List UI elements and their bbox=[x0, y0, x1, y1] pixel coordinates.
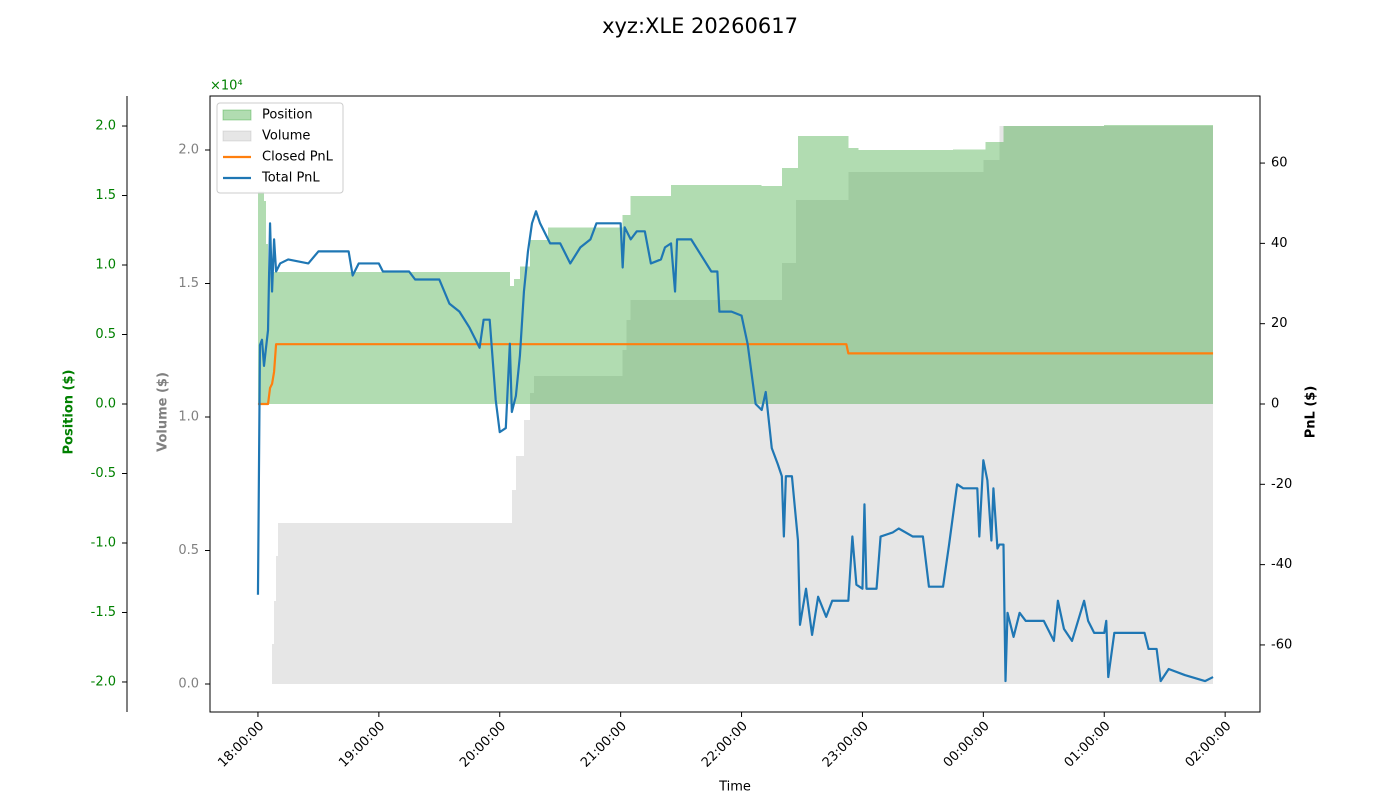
area-step bbox=[264, 201, 267, 404]
area-step bbox=[523, 419, 530, 684]
area-step bbox=[797, 136, 849, 405]
y-tick-label: -20 bbox=[1271, 477, 1292, 492]
area-step bbox=[519, 266, 530, 404]
area-step bbox=[630, 300, 782, 684]
area-step bbox=[630, 196, 672, 404]
y-tick-label: -2.0 bbox=[91, 674, 116, 689]
y-tick-label: 0 bbox=[1271, 397, 1279, 412]
y-offset-label: ×10⁴ bbox=[210, 79, 243, 94]
pnl-line bbox=[256, 210, 1214, 683]
y-tick-label: 1.5 bbox=[178, 276, 199, 291]
x-tick-label: 01:00:00 bbox=[1062, 719, 1114, 771]
area-step bbox=[626, 320, 631, 684]
area-step bbox=[761, 185, 782, 404]
area-step bbox=[1003, 126, 1105, 404]
y-axis-label: Volume ($) bbox=[156, 372, 171, 452]
y-tick-label: 1.0 bbox=[95, 258, 116, 273]
area-step bbox=[985, 142, 1004, 404]
legend-swatch bbox=[222, 130, 252, 142]
area-step bbox=[622, 349, 627, 684]
x-tick-label: 02:00:00 bbox=[1183, 719, 1235, 771]
y-tick-label: -40 bbox=[1271, 557, 1292, 572]
y-tick-label: -0.5 bbox=[91, 466, 116, 481]
area-step bbox=[266, 244, 269, 404]
y-axis-label: Position ($) bbox=[62, 370, 77, 455]
x-tick-label: 19:00:00 bbox=[336, 719, 388, 771]
x-tick-label: 20:00:00 bbox=[457, 719, 509, 771]
area-step bbox=[274, 601, 277, 684]
chart-title: xyz:XLE 20260617 bbox=[602, 14, 798, 38]
areas bbox=[257, 125, 1214, 684]
y-tick-label: -1.0 bbox=[91, 535, 116, 550]
y-tick-label: -60 bbox=[1271, 637, 1292, 652]
legend-label: Position bbox=[262, 108, 313, 123]
area-step bbox=[268, 271, 510, 404]
y-axis-label: PnL ($) bbox=[1304, 386, 1319, 439]
area-step bbox=[999, 125, 1214, 684]
y-tick-label: 1.5 bbox=[95, 188, 116, 203]
x-tick-label: 21:00:00 bbox=[578, 719, 630, 771]
y-tick-label: 0.5 bbox=[95, 327, 116, 342]
area-step bbox=[983, 159, 1000, 684]
x-tick-label: 18:00:00 bbox=[215, 719, 267, 771]
x-axis-label: Time bbox=[718, 780, 751, 795]
y-tick-label: 40 bbox=[1271, 236, 1288, 251]
area-step bbox=[529, 239, 549, 404]
area-step bbox=[257, 191, 265, 404]
y-tick-label: 2.0 bbox=[178, 142, 199, 157]
area-step bbox=[529, 392, 535, 684]
area-step bbox=[848, 147, 859, 405]
legend-box bbox=[216, 102, 344, 194]
area-step bbox=[276, 555, 279, 684]
area-step bbox=[781, 167, 798, 404]
y-tick-label: 0.5 bbox=[178, 543, 199, 558]
area-step bbox=[548, 227, 623, 404]
x-tick-label: 23:00:00 bbox=[820, 719, 872, 771]
area-step bbox=[513, 278, 520, 404]
area-step bbox=[953, 149, 986, 404]
area-step bbox=[622, 214, 631, 404]
area-step bbox=[515, 455, 524, 684]
x-tick-label: 22:00:00 bbox=[699, 719, 751, 771]
area-step bbox=[781, 262, 796, 684]
legend-label: Volume bbox=[262, 129, 310, 144]
y-tick-label: 60 bbox=[1271, 156, 1288, 171]
y-tick-label: 2.0 bbox=[95, 119, 116, 134]
legend-swatch bbox=[222, 109, 252, 121]
y-tick-label: 1.0 bbox=[178, 409, 199, 424]
y-tick-label: -1.5 bbox=[91, 605, 116, 620]
area-step bbox=[509, 522, 512, 684]
legend-label: Closed PnL bbox=[262, 150, 334, 165]
area-step bbox=[534, 375, 623, 684]
area-step bbox=[858, 150, 954, 404]
pnl-line bbox=[257, 343, 1214, 406]
y-tick-label: 20 bbox=[1271, 316, 1288, 331]
area-step bbox=[1104, 125, 1214, 404]
area-step bbox=[671, 184, 762, 404]
legend-label: Total PnL bbox=[261, 171, 320, 186]
y-tick-label: 0.0 bbox=[95, 397, 116, 412]
area-step bbox=[272, 643, 275, 684]
x-tick-label: 00:00:00 bbox=[941, 719, 993, 771]
area-step bbox=[278, 522, 510, 684]
area-step bbox=[511, 489, 516, 684]
area-step bbox=[848, 171, 984, 684]
y-tick-label: 0.0 bbox=[178, 676, 199, 691]
